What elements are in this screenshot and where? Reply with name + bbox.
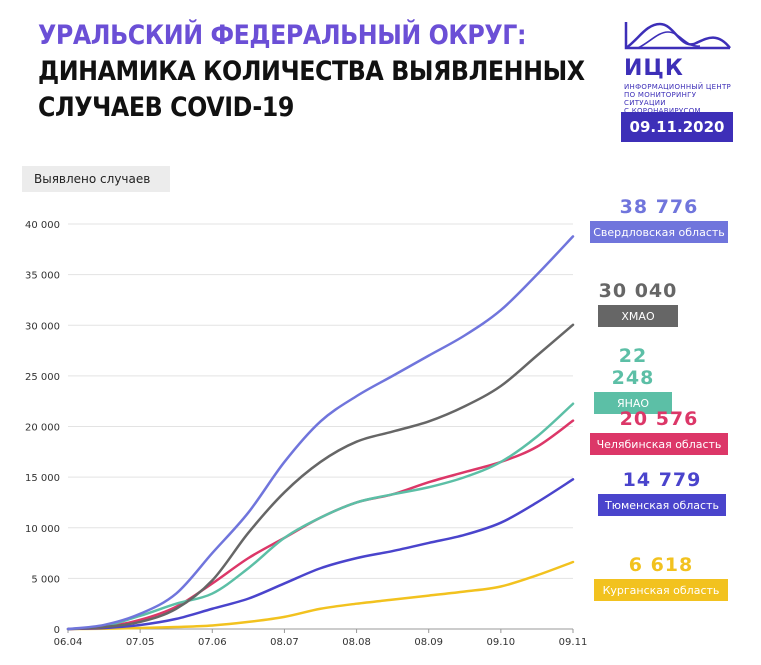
y-tick-label: 15 000 <box>25 473 60 484</box>
logo-abbr: ИЦК <box>624 56 684 81</box>
title-line-2: ДИНАМИКА КОЛИЧЕСТВА ВЫЯВЛЕННЫХ <box>38 56 585 87</box>
series-end-label: 38 776 Свердловская область <box>590 196 728 243</box>
series-line <box>66 235 575 631</box>
x-tick-label: 08.08 <box>342 637 371 648</box>
title-line-3: СЛУЧАЕВ COVID-19 <box>38 92 294 123</box>
series-end-value: 30 040 <box>598 280 678 302</box>
y-tick-label: 0 <box>54 625 60 636</box>
series-line <box>66 478 575 631</box>
series-end-value: 38 776 <box>619 196 699 218</box>
series-end-value: 20 576 <box>619 408 699 430</box>
series-end-label: 22 248 ЯНАО <box>594 345 672 414</box>
series-name-badge: Челябинская область <box>590 433 728 455</box>
x-tick-label: 07.06 <box>198 637 227 648</box>
y-axis-label: Выявлено случаев <box>22 166 170 192</box>
series-end-value: 6 618 <box>628 554 694 576</box>
series-end-label: 20 576 Челябинская область <box>590 408 728 455</box>
x-tick-label: 08.09 <box>414 637 443 648</box>
logo-sub-line-2: ПО МОНИТОРИНГУ СИТУАЦИИ <box>624 91 697 107</box>
y-tick-label: 5 000 <box>31 574 60 585</box>
series-name-badge: ХМАО <box>598 305 678 327</box>
x-tick-label: 09.11 <box>559 637 588 648</box>
series-line <box>66 402 575 631</box>
logo-wave-icon <box>624 22 731 50</box>
logo: ИЦК ИНФОРМАЦИОННЫЙ ЦЕНТР ПО МОНИТОРИНГУ … <box>624 18 739 115</box>
x-tick-label: 06.04 <box>54 637 83 648</box>
y-tick-label: 30 000 <box>25 321 60 332</box>
date-badge: 09.11.2020 <box>621 112 733 142</box>
series-end-label: 30 040 ХМАО <box>598 280 678 327</box>
series-name-badge: Тюменская область <box>598 494 726 516</box>
x-tick-label: 08.07 <box>270 637 299 648</box>
series-name-badge: Курганская область <box>594 579 728 601</box>
series-name-badge: ЯНАО <box>594 392 672 414</box>
logo-subtitle: ИНФОРМАЦИОННЫЙ ЦЕНТР ПО МОНИТОРИНГУ СИТУ… <box>624 83 739 115</box>
series-line <box>66 323 575 631</box>
series-name-badge: Свердловская область <box>590 221 728 243</box>
series-end-value: 14 779 <box>622 469 702 491</box>
y-tick-label: 40 000 <box>25 220 60 231</box>
x-tick-label: 09.10 <box>487 637 516 648</box>
y-tick-label: 10 000 <box>25 524 60 535</box>
logo-sub-line-3: С КОРОНАВИРУСОМ <box>624 107 701 115</box>
title-line-1: УРАЛЬСКИЙ ФЕДЕРАЛЬНЫЙ ОКРУГ: <box>38 20 527 51</box>
series-line <box>66 560 575 631</box>
logo-sub-line-1: ИНФОРМАЦИОННЫЙ ЦЕНТР <box>624 83 732 91</box>
y-tick-label: 35 000 <box>25 271 60 282</box>
y-tick-label: 25 000 <box>25 372 60 383</box>
y-tick-label: 20 000 <box>25 423 60 434</box>
x-tick-label: 07.05 <box>126 637 155 648</box>
series-end-label: 6 618 Курганская область <box>594 554 728 601</box>
series-end-value: 22 248 <box>611 345 655 389</box>
chart-title: УРАЛЬСКИЙ ФЕДЕРАЛЬНЫЙ ОКРУГ: ДИНАМИКА КО… <box>38 18 585 126</box>
series-end-label: 14 779 Тюменская область <box>598 469 726 516</box>
